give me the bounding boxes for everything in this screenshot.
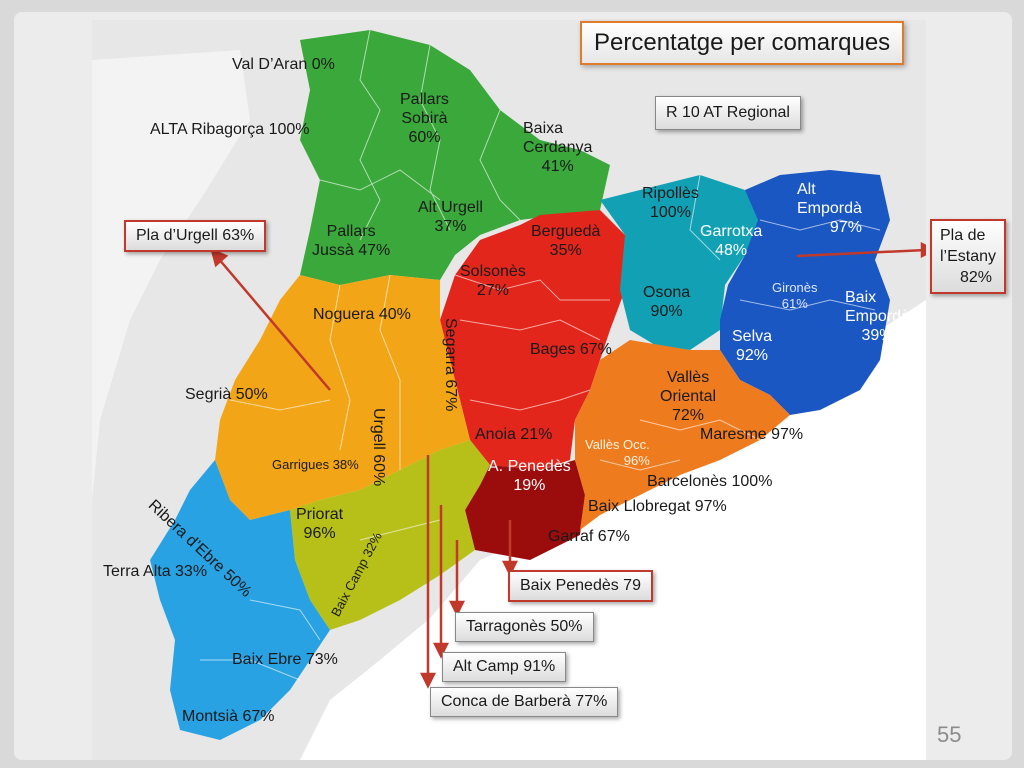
label-baix-ebre: Baix Ebre 73% bbox=[232, 651, 338, 668]
callout-conca-barbera: Conca de Barberà 77% bbox=[430, 687, 619, 717]
label-maresme: Maresme 97% bbox=[700, 426, 804, 443]
label-terra-alta: Terra Alta 33% bbox=[103, 563, 208, 580]
region-orange bbox=[575, 340, 790, 530]
label-alta-ribagorca: ALTA Ribagorça 100% bbox=[150, 121, 310, 138]
label-segria: Segrià 50% bbox=[185, 386, 268, 403]
label-pallars-sobira: Pallars Sobirà 60% bbox=[400, 91, 449, 146]
label-bages: Bages 67% bbox=[530, 341, 612, 358]
label-priorat: Priorat 96% bbox=[296, 506, 344, 542]
label-barcelones: Barcelonès 100% bbox=[647, 473, 773, 490]
label-urgell: Urgell 60% bbox=[370, 408, 387, 487]
label-alt-emporda: Alt Empordà 97% bbox=[797, 181, 862, 236]
label-ripolles: Ripollès 100% bbox=[642, 185, 699, 221]
callout-baix-penedes: Baix Penedès 79 bbox=[508, 570, 653, 602]
label-baixa-cerdanya: Baixa Cerdanya 41% bbox=[523, 120, 593, 175]
label-pallars-jussa: Pallars Jussà 47% bbox=[312, 223, 391, 259]
region-darkred bbox=[465, 460, 585, 560]
label-garraf: Garraf 67% bbox=[548, 528, 630, 545]
label-valles-oriental: Vallès Oriental 72% bbox=[660, 369, 717, 424]
label-baix-emporda: Baix Empordà 39% bbox=[845, 289, 910, 344]
page-title: Percentatge per comarques bbox=[580, 21, 905, 65]
label-val-daran: Val D’Aran 0% bbox=[232, 56, 335, 73]
catalonia-map bbox=[92, 20, 926, 760]
label-garrotxa: Garrotxa 48% bbox=[700, 223, 763, 259]
label-noguera: Noguera 40% bbox=[313, 306, 411, 323]
region-blue bbox=[720, 170, 890, 415]
label-segarra: Segarra 67% bbox=[442, 318, 459, 412]
callout-alt-camp: Alt Camp 91% bbox=[442, 652, 567, 682]
callout-pla-estany: Pla de l’Estany 82% bbox=[930, 219, 1007, 294]
label-selva: Selva 92% bbox=[732, 328, 773, 364]
label-montsia: Montsià 67% bbox=[182, 708, 275, 725]
label-anoia: Anoia 21% bbox=[475, 426, 553, 443]
region-green bbox=[300, 30, 610, 285]
region-yellow bbox=[215, 275, 470, 520]
callout-tarragones: Tarragonès 50% bbox=[455, 612, 594, 642]
callout-pla-durgell: Pla d’Urgell 63% bbox=[124, 220, 267, 252]
label-bergueda: Berguedà 35% bbox=[531, 223, 601, 259]
region-teal bbox=[600, 175, 760, 350]
callout-arrows bbox=[210, 241, 926, 689]
aragon-terrain bbox=[92, 50, 250, 500]
comarca-borders bbox=[200, 29, 881, 681]
label-alt-urgell: Alt Urgell 37% bbox=[418, 199, 483, 235]
label-garrigues: Garrigues 38% bbox=[272, 457, 359, 472]
label-alt-penedes: A. Penedès 19% bbox=[488, 458, 571, 494]
label-valles-occ: Vallès Occ. 96% bbox=[585, 437, 650, 468]
region-lightblue bbox=[150, 460, 330, 740]
label-baix-llobregat: Baix Llobregat 97% bbox=[588, 498, 727, 515]
region-olive bbox=[290, 440, 490, 630]
region-red bbox=[440, 210, 625, 470]
page-number: 55 bbox=[937, 722, 962, 747]
label-osona: Osona 90% bbox=[643, 284, 691, 320]
label-solsones: Solsonès 27% bbox=[460, 263, 526, 299]
label-girones: Gironès 61% bbox=[772, 280, 818, 311]
subtitle-badge: R 10 AT Regional bbox=[655, 96, 801, 130]
